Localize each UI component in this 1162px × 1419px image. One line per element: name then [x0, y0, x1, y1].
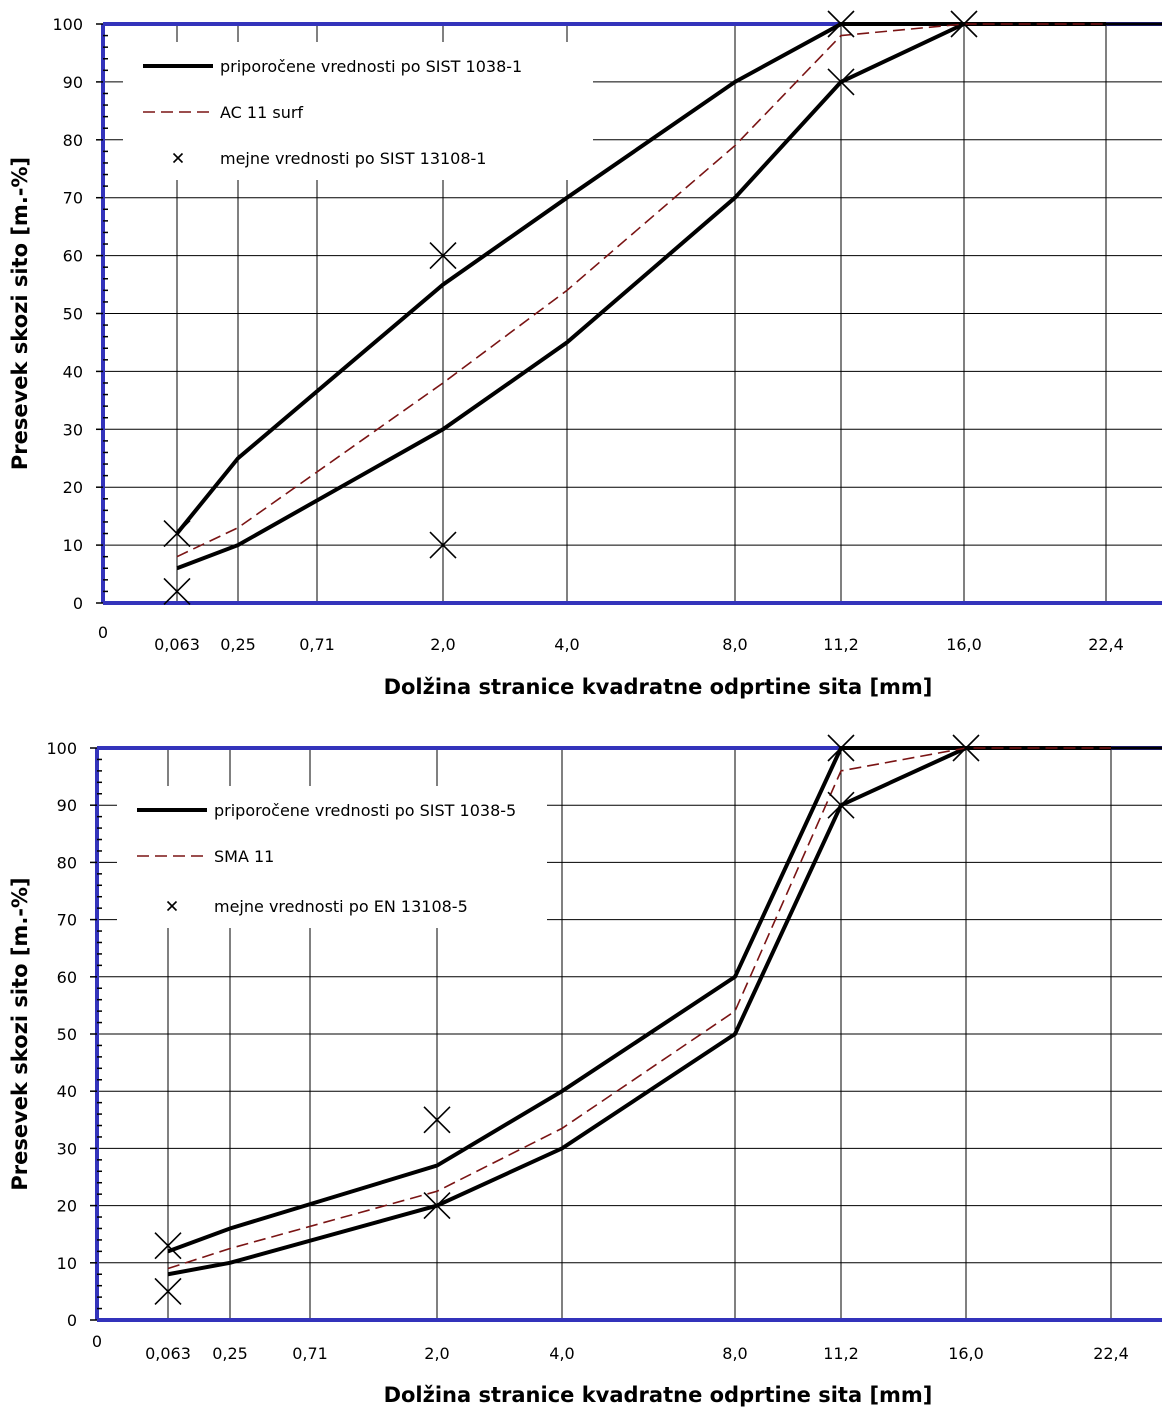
limit-marker — [827, 10, 855, 38]
x-tick-label: 0,063 — [145, 1344, 191, 1363]
limit-marker — [429, 242, 457, 270]
x-tick-label: 0,25 — [220, 635, 256, 654]
y-tick-label: 80 — [57, 853, 77, 872]
limit-marker — [423, 1106, 451, 1134]
limit-markers — [163, 10, 978, 605]
y-tick-label: 70 — [63, 189, 83, 208]
lower-envelope-line — [176, 22, 1106, 571]
x-tick-label: 0,71 — [299, 635, 335, 654]
x-tick-label: 8,0 — [722, 1344, 747, 1363]
y-tick-label: 90 — [57, 796, 77, 815]
upper-envelope-line — [175, 22, 1106, 535]
y-tick-label: 60 — [57, 968, 77, 987]
y-tick-label: 60 — [63, 247, 83, 266]
x-tick-label: 0,71 — [292, 1344, 328, 1363]
limit-marker — [827, 791, 855, 819]
limit-marker — [423, 1192, 451, 1220]
lower-envelope-line — [167, 746, 1111, 1277]
y-tick-label: 40 — [57, 1082, 77, 1101]
x-tick-label: 22,4 — [1088, 635, 1124, 654]
x-tick-label: 16,0 — [948, 1344, 984, 1363]
y-tick-label: 40 — [63, 362, 83, 381]
y-tick-label: 80 — [63, 131, 83, 150]
x-tick-label: 11,2 — [823, 1344, 859, 1363]
limit-marker — [163, 519, 191, 548]
x-origin-label: 0 — [98, 623, 108, 642]
grading-chart-sma-11: 0 10 20 30 40 50 60 70 80 90 100 0 0,063 0,25 0,71 2,0 4… — [0, 710, 1162, 1419]
x-axis-title: Dolžina stranice kvadratne odprtine sita… — [384, 1383, 933, 1407]
upper-envelope-line — [167, 746, 1111, 1254]
mix-grading-line — [167, 747, 1111, 1270]
y-tick-label: 50 — [57, 1025, 77, 1044]
mix-grading-line — [176, 23, 1106, 558]
y-axis-title: Presevek skozi sito [m.-%] — [8, 157, 32, 470]
y-tick-label: 0 — [67, 1311, 77, 1330]
chart-svg: 0 10 20 30 40 50 60 70 80 90 100 0 0,063 0,25 0,71 2,0 4… — [8, 10, 1162, 699]
legend-marker-swatch — [166, 900, 178, 912]
limit-marker — [154, 1232, 182, 1260]
x-tick-label: 0,25 — [212, 1344, 248, 1363]
y-tick-label: 30 — [57, 1139, 77, 1158]
y-tick-label: 90 — [63, 73, 83, 92]
y-tick-label: 30 — [63, 420, 83, 439]
limit-marker — [827, 68, 855, 96]
grading-chart-ac-11-surf: 0 10 20 30 40 50 60 70 80 90 100 0 0,063 0,25 0,71 2,0 4… — [8, 10, 1162, 699]
x-tick-label: 8,0 — [722, 635, 747, 654]
limit-marker — [952, 734, 980, 762]
limit-marker — [827, 734, 855, 762]
y-tick-label: 70 — [57, 911, 77, 930]
y-tick-label: 50 — [63, 305, 83, 324]
legend-marker-label: mejne vrednosti po SIST 13108-1 — [220, 149, 486, 168]
y-tick-label: 20 — [63, 478, 83, 497]
x-origin-label: 0 — [92, 1332, 102, 1351]
x-tick-label: 0,063 — [154, 635, 200, 654]
chart-svg: 0 10 20 30 40 50 60 70 80 90 100 0 0,063 0,25 0,71 2,0 4… — [8, 734, 1162, 1407]
y-tick-label: 0 — [73, 594, 83, 613]
x-tick-label: 16,0 — [946, 635, 982, 654]
y-tick-label: 20 — [57, 1197, 77, 1216]
x-tick-label: 2,0 — [430, 635, 455, 654]
limit-markers — [154, 734, 980, 1305]
y-tick-label: 100 — [52, 15, 83, 34]
y-tick-label: 100 — [46, 739, 77, 758]
y-axis-title: Presevek skozi sito [m.-%] — [8, 877, 32, 1190]
y-axis-ticks — [96, 23, 108, 604]
y-tick-label: 10 — [63, 536, 83, 555]
limit-marker — [429, 531, 457, 559]
y-axis-ticks — [90, 747, 102, 1321]
y-tick-label: 10 — [57, 1254, 77, 1273]
x-tick-label: 4,0 — [549, 1344, 574, 1363]
x-tick-label: 4,0 — [554, 635, 579, 654]
limit-marker — [163, 577, 191, 605]
legend-marker-label: mejne vrednosti po EN 13108-5 — [214, 897, 468, 916]
legend-envelope-label: priporočene vrednosti po SIST 1038-1 — [220, 57, 522, 76]
x-tick-label: 2,0 — [424, 1344, 449, 1363]
limit-marker — [950, 10, 978, 38]
x-tick-label: 22,4 — [1093, 1344, 1129, 1363]
x-tick-label: 11,2 — [823, 635, 859, 654]
legend-mix-label: SMA 11 — [214, 847, 274, 866]
legend-mix-label: AC 11 surf — [220, 103, 303, 122]
legend-envelope-label: priporočene vrednosti po SIST 1038-5 — [214, 801, 516, 820]
limit-marker — [154, 1277, 182, 1305]
legend-marker-swatch — [172, 152, 184, 164]
x-axis-title: Dolžina stranice kvadratne odprtine sita… — [384, 675, 933, 699]
